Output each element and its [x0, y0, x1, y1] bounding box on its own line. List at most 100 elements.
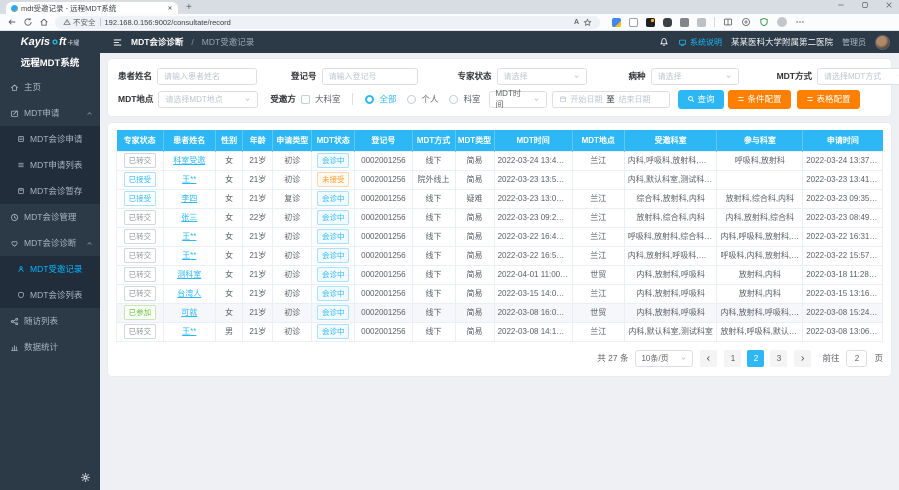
extension-icon[interactable] — [629, 17, 638, 27]
sidebar-subitem[interactable]: MDT受邀记录 — [0, 256, 100, 282]
patient-name-link[interactable]: 科室受邀 — [173, 156, 206, 165]
sidebar-item[interactable]: MDT会诊管理 — [0, 204, 100, 230]
patient-name-link[interactable]: 李四 — [181, 194, 198, 203]
patient-name-link[interactable]: 可就 — [181, 308, 198, 317]
sidebar-item[interactable]: 随访列表 — [0, 308, 100, 334]
patient-name-link[interactable]: 台湾人 — [177, 289, 202, 298]
radio-all-label[interactable]: 全部 — [379, 94, 397, 104]
column-header: 申请类型 — [272, 130, 313, 151]
sidebar-collapse-icon[interactable] — [112, 37, 123, 48]
browser-navbar: 不安全 192.168.0.156:9002/consultate/record… — [0, 14, 899, 31]
expert-status-select[interactable]: 请选择 — [496, 67, 587, 85]
table-header-row: 专家状态 患者姓名 性别 年龄 申请类型 MDT状态 登记号 MDT方式 MDT类型 MDT时间 M… — [116, 130, 883, 151]
sidebar-subitem[interactable]: MDT会诊申请 — [0, 126, 100, 152]
breadcrumb-section[interactable]: MDT会诊诊断 — [131, 37, 184, 47]
page-size-select[interactable]: 10条/页 — [635, 349, 694, 367]
register-no-input[interactable] — [321, 67, 418, 85]
radio-dept[interactable] — [449, 94, 459, 104]
collections-icon[interactable] — [741, 17, 751, 27]
patient-name-link[interactable]: 测科室 — [177, 270, 202, 279]
split-screen-icon[interactable] — [723, 17, 733, 27]
sidebar-item[interactable]: MDT会诊诊断 — [0, 230, 100, 256]
patient-name-link[interactable]: 王** — [182, 327, 197, 336]
extension-icon[interactable] — [646, 17, 655, 27]
condition-config-button[interactable]: 条件配置 — [727, 89, 791, 109]
patient-name-input[interactable] — [157, 67, 258, 85]
extension-icon[interactable] — [680, 17, 689, 27]
mdt-mode-select[interactable]: 请选择MDT方式 — [816, 67, 899, 85]
shield-icon — [17, 291, 25, 299]
radio-personal-label[interactable]: 个人 — [421, 94, 439, 104]
register-no-cell: 0002001256 — [354, 226, 413, 247]
date-end-placeholder: 结束日期 — [618, 94, 651, 104]
extension-icon[interactable] — [697, 17, 706, 27]
refresh-icon[interactable] — [23, 17, 33, 27]
mdt-location-label: MDT地点 — [118, 94, 154, 104]
column-header: 登记号 — [354, 130, 413, 151]
mdt-status-badge: 会诊中 — [316, 247, 350, 264]
sidebar-item[interactable]: 主页 — [0, 74, 100, 100]
next-page-button[interactable] — [794, 349, 812, 367]
apply-time-cell: 2022-03-22 16:31:36 — [802, 226, 883, 247]
system-doc-link[interactable]: 系统说明 — [678, 37, 722, 48]
window-close-icon[interactable] — [885, 1, 893, 9]
sidebar-item[interactable]: MDT申请 — [0, 100, 100, 126]
window-maximize-icon[interactable] — [861, 1, 869, 9]
mdt-status-badge: 会诊中 — [316, 152, 350, 169]
table-config-button[interactable]: 表格配置 — [796, 89, 860, 109]
sidebar-item[interactable]: 数据统计 — [0, 334, 100, 360]
time-field-select[interactable]: MDT时间 — [488, 89, 547, 109]
mdt-location-cell: 兰江 — [571, 150, 625, 171]
major-dept-checkbox-label[interactable]: 大科室 — [314, 94, 341, 104]
tab-close-icon[interactable] — [167, 5, 173, 11]
expert-status-badge: 已转交 — [123, 247, 157, 264]
joined-depts-cell: 放射科,内科 — [716, 264, 804, 285]
sidebar-subitem[interactable]: MDT会诊列表 — [0, 282, 100, 308]
invited-depts-cell: 内科,放射科,呼吸科 — [623, 302, 718, 323]
major-dept-checkbox[interactable] — [300, 94, 310, 104]
favorite-star-icon[interactable] — [583, 17, 592, 27]
browser-shield-icon[interactable] — [759, 17, 769, 27]
new-tab-button[interactable]: + — [186, 2, 192, 13]
browser-tab[interactable]: mdt受邀记录 - 远程MDT系统 — [6, 2, 178, 14]
home-icon[interactable] — [39, 17, 49, 27]
sidebar-subitem[interactable]: MDT申请列表 — [0, 152, 100, 178]
page-number-button[interactable]: 1 — [724, 349, 742, 367]
mdt-location-select[interactable]: 请选择MDT地点 — [158, 90, 259, 108]
radio-personal[interactable] — [407, 94, 417, 104]
patient-name-link[interactable]: 王** — [182, 232, 197, 241]
patient-name-link[interactable]: 王** — [182, 251, 197, 260]
extension-icon[interactable] — [663, 17, 672, 27]
apply-time-cell: 2022-03-08 13:06:56 — [802, 321, 883, 342]
radio-all[interactable] — [365, 94, 375, 104]
search-button[interactable]: 查询 — [677, 89, 724, 109]
back-icon[interactable] — [7, 17, 17, 27]
prev-page-button[interactable] — [700, 349, 718, 367]
table-row: 已转交 测科室 女 21岁 初诊 会诊中 0002001256 线下 简易 2022-04-01 … — [116, 264, 883, 285]
settings-gear-icon[interactable] — [80, 472, 91, 483]
page-number-button[interactable]: 2 — [747, 349, 765, 367]
patient-name-link[interactable]: 王** — [182, 175, 197, 184]
sliders-icon — [806, 95, 814, 103]
disease-select[interactable]: 请选择 — [650, 67, 739, 85]
date-range-picker[interactable]: 开始日期 至 结束日期 — [551, 90, 670, 108]
more-menu-icon[interactable] — [795, 17, 805, 27]
radio-dept-label[interactable]: 科室 — [463, 94, 481, 104]
mdt-location-cell: 兰江 — [571, 207, 625, 228]
window-minimize-icon[interactable] — [837, 1, 845, 9]
goto-page-input[interactable] — [846, 349, 868, 367]
address-bar[interactable]: 不安全 192.168.0.156:9002/consultate/record… — [55, 15, 600, 29]
browser-profile-avatar[interactable] — [777, 17, 787, 27]
chart-icon — [10, 343, 19, 352]
page-number-button[interactable]: 3 — [770, 349, 788, 367]
mdt-location-cell: 兰江 — [571, 283, 625, 304]
notification-bell-icon[interactable] — [659, 37, 669, 47]
logo-text: Kayis — [20, 36, 50, 48]
sidebar-subitem[interactable]: MDT会诊暂存 — [0, 178, 100, 204]
expert-status-badge: 已接受 — [123, 190, 157, 207]
read-aloud-icon[interactable]: A — [573, 18, 579, 26]
user-avatar[interactable] — [875, 34, 890, 50]
patient-name-link[interactable]: 张三 — [181, 213, 198, 222]
extension-icon[interactable] — [612, 17, 621, 27]
